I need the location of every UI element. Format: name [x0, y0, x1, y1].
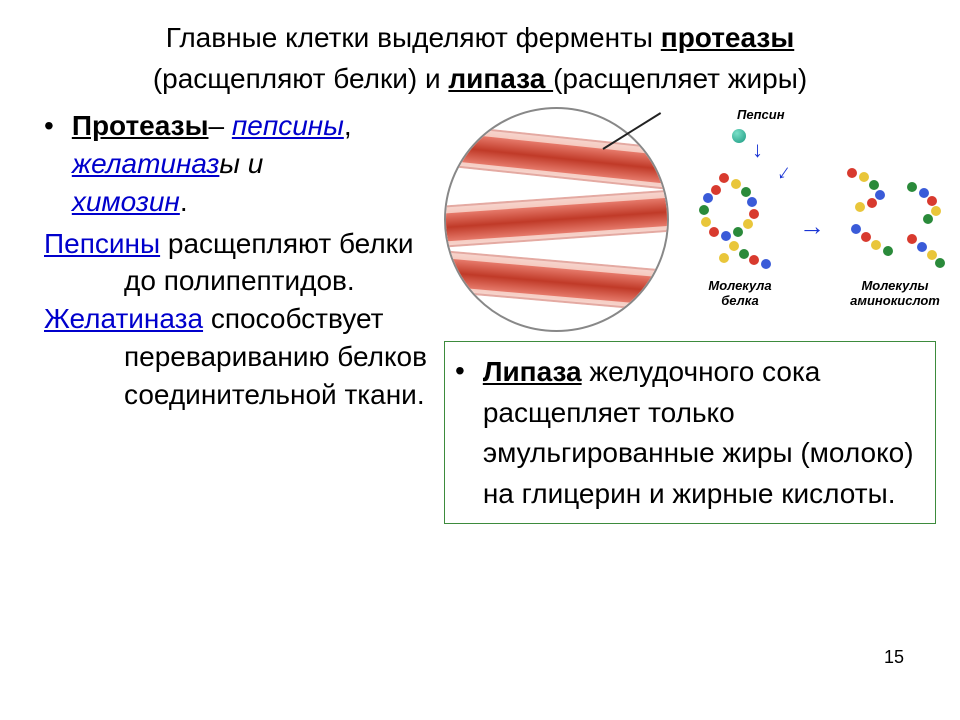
- pepsiny-link[interactable]: пепсины: [232, 110, 344, 141]
- period: .: [180, 186, 188, 217]
- title-text-3: (расщепляет жиры): [553, 63, 807, 94]
- pepsiny-paragraph: Пепсины расщепляют белки до полипептидов…: [24, 225, 440, 301]
- protein-molecule-icon: [689, 165, 794, 273]
- lipase-label: Липаза: [483, 356, 582, 387]
- amino-molecules-icon: [837, 162, 957, 277]
- page-number: 15: [884, 647, 904, 668]
- gelatinaza-paragraph: Желатиназа способствует перевариванию бе…: [24, 300, 440, 413]
- title-text-1: Главные клетки выделяют ферменты: [166, 22, 661, 53]
- pepsiny-text: расщепляют белки до полипептидов.: [124, 228, 414, 297]
- gelatinaza-link[interactable]: Желатиназа: [44, 303, 203, 334]
- proteazy-label: Протеазы: [72, 110, 209, 141]
- protein-molecule-label: Молекулабелка: [695, 279, 785, 309]
- himozin-link[interactable]: химозин: [72, 186, 180, 217]
- arrow-down-icon: ↓: [752, 137, 763, 163]
- title-proteazy: протеазы: [661, 22, 794, 53]
- arrow-right-icon: →: [799, 211, 825, 242]
- molecule-diagram: Пепсин ↓ ↓: [677, 107, 936, 327]
- diagram-row: Пепсин ↓ ↓: [444, 107, 936, 327]
- tissue-circle-diagram: [444, 107, 669, 332]
- gelatinazy-link[interactable]: желатиназ: [72, 148, 220, 179]
- bullet-dot-icon: •: [455, 354, 465, 388]
- bullet-dot-icon: •: [44, 109, 54, 143]
- slide-title: Главные клетки выделяют ферменты протеаз…: [24, 18, 936, 99]
- proteazy-bullet: • Протеазы– пепсины, желатиназы и химози…: [44, 107, 440, 220]
- right-column: Пепсин ↓ ↓: [444, 107, 936, 523]
- title-text-2: (расщепляют белки) и: [153, 63, 449, 94]
- pepsin-label: Пепсин: [737, 107, 785, 122]
- gelatinazy-tail: ы и: [219, 148, 263, 179]
- left-column: • Протеазы– пепсины, желатиназы и химози…: [24, 107, 444, 523]
- dash: –: [208, 110, 231, 141]
- pepsin-ball-icon: [732, 129, 746, 143]
- amino-molecules-label: Молекулыаминокислот: [835, 279, 955, 309]
- lipase-box: • Липаза желудочного сока расщепляет тол…: [444, 341, 936, 523]
- comma: ,: [344, 110, 352, 141]
- pepsiny-link-2[interactable]: Пепсины: [44, 228, 160, 259]
- title-lipaza: липаза: [448, 63, 553, 94]
